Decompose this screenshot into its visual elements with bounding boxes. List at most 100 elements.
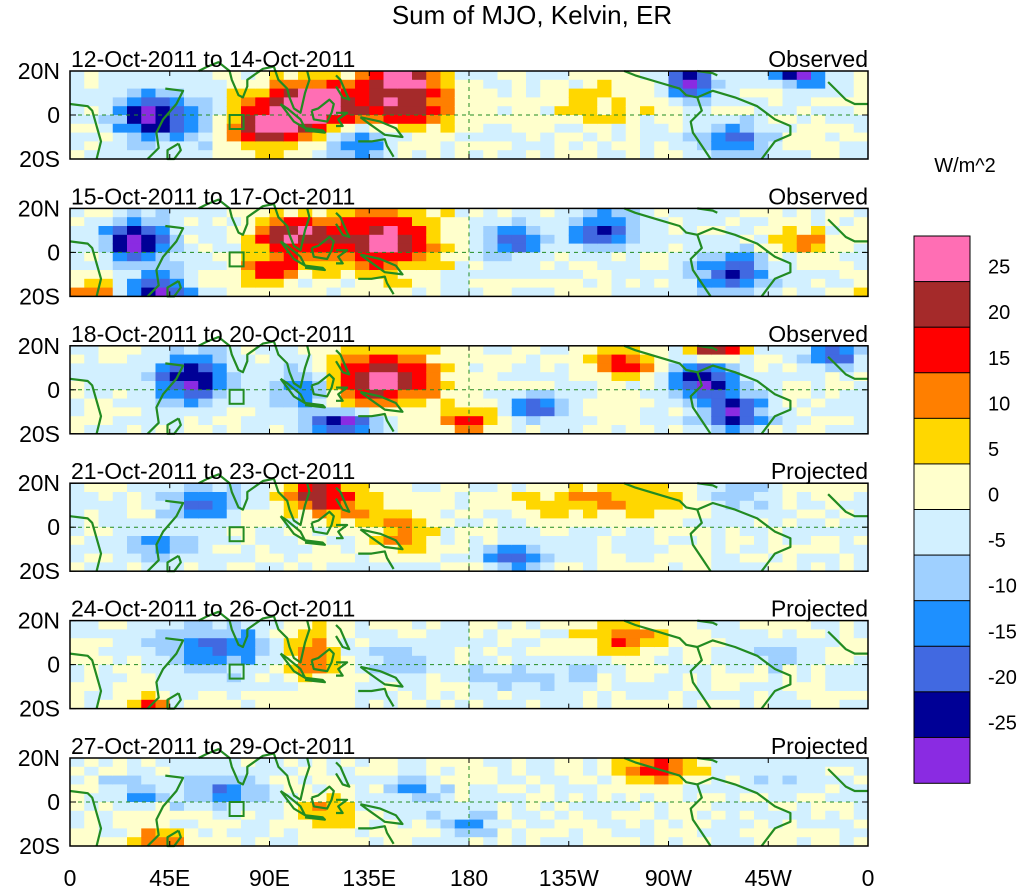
heatmap-cell [312,79,328,90]
heatmap-cell [583,682,598,692]
heatmap-cell [597,682,613,692]
heatmap-cell [739,416,755,426]
heatmap-cell [711,234,727,245]
heatmap-cell [768,287,784,297]
heatmap-cell [169,620,185,630]
heatmap-cell [255,699,271,710]
heatmap-cell [70,278,85,289]
heatmap-cell [127,664,142,674]
heatmap-cell [454,372,470,382]
heatmap-cell [269,106,285,116]
coastline [335,761,351,788]
heatmap-cell [241,354,256,364]
heatmap-cell [426,398,442,408]
heatmap-cell [568,88,584,98]
heatmap-cell [526,115,541,125]
heatmap-cell [497,758,513,768]
heatmap-cell [112,544,128,555]
heatmap-cell [326,141,342,151]
heatmap-cell [853,71,869,81]
heatmap-cell [269,775,285,785]
coastline [279,515,307,542]
heatmap-cell [397,261,413,271]
heatmap-cell [825,699,841,710]
heatmap-cell [397,775,413,785]
heatmap-cell [269,837,285,847]
heatmap-cell [825,88,841,98]
heatmap-cell [112,647,128,657]
heatmap-cell [853,655,869,666]
heatmap-cell [212,518,228,528]
heatmap-cell [98,79,114,90]
heatmap-cell [269,261,285,271]
heatmap-cell [312,837,328,847]
heatmap-cell [369,97,385,107]
heatmap-cell [454,775,470,785]
heatmap-cell [554,252,570,262]
heatmap-cell [725,837,741,847]
heatmap-cell [355,500,370,511]
heatmap-cell [811,620,826,630]
heatmap-cell [825,500,841,511]
heatmap-cell [725,398,741,408]
heatmap-cell [469,553,484,563]
heatmap-cell [383,647,399,657]
coastline [304,127,326,134]
heatmap-cell [340,784,356,794]
heatmap-cell [754,553,769,563]
heatmap-cell [412,784,427,794]
heatmap-cell [369,775,385,785]
heatmap-cell [554,673,570,683]
heatmap-cell [739,261,755,271]
heatmap-cell [768,398,784,408]
heatmap-cell [611,682,627,692]
heatmap-cell [697,527,712,537]
heatmap-cell [112,766,128,777]
heatmap-cell [326,88,342,98]
heatmap-cell [725,699,741,710]
heatmap-cell [739,132,755,142]
heatmap-cell [426,416,442,426]
heatmap-cell [682,345,698,356]
heatmap-cell [440,793,456,803]
heatmap-cell [226,620,242,630]
heatmap-cell [340,287,356,297]
heatmap-cell [84,629,100,639]
heatmap-cell [568,802,584,812]
heatmap-cell [654,837,670,847]
heatmap-cell [155,647,171,657]
heatmap-cell [640,802,655,812]
heatmap-cell [469,345,484,356]
heatmap-cell [312,562,328,572]
heatmap-cell [768,647,784,657]
heatmap-cell [583,819,598,829]
heatmap-cell [155,766,171,777]
heatmap-cell [640,638,655,648]
coastline [359,116,404,139]
heatmap-cell [454,150,470,160]
heatmap-cell [583,766,598,777]
heatmap-cell [811,819,826,829]
heatmap-cell [155,226,171,236]
heatmap-cell [739,141,755,151]
heatmap-cell [112,553,128,563]
heatmap-cell [412,638,427,648]
heatmap-cell [426,562,442,572]
heatmap-cell [383,500,399,511]
heatmap-cell [98,655,114,666]
heatmap-cell [825,638,841,648]
heatmap-cell [155,837,171,847]
heatmap-cell [725,226,741,236]
heatmap-cell [811,270,826,280]
heatmap-cell [312,483,328,493]
heatmap-cell [70,647,85,657]
heatmap-cell [127,837,142,847]
heatmap-cell [796,544,812,555]
coastline [336,798,349,815]
heatmap-cell [369,79,385,90]
heatmap-cell [597,518,613,528]
heatmap-cell [198,766,214,777]
heatmap-cell [269,784,285,794]
heatmap-cell [141,106,157,116]
